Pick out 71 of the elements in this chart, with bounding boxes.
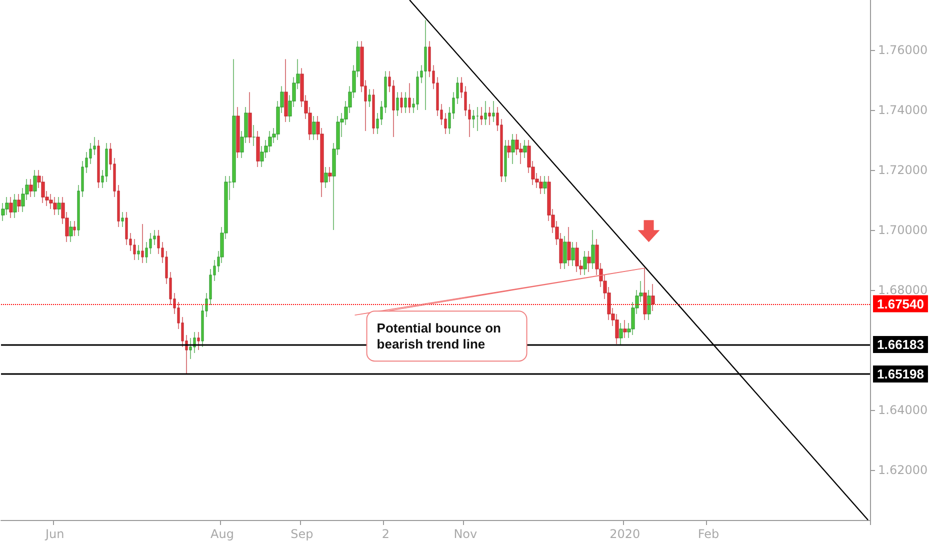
candlestick [587, 250, 591, 272]
y-tick-label: 1.62000 [878, 462, 928, 477]
y-tick-label: 1.74000 [878, 103, 928, 118]
candlestick [372, 88, 375, 134]
candlestick [523, 140, 527, 158]
candlestick [328, 166, 332, 182]
x-tick-label: Aug [210, 527, 234, 541]
candlestick [511, 134, 515, 164]
candlestick [53, 196, 57, 216]
candlestick [492, 100, 495, 122]
y-tick-label: 1.70000 [878, 223, 928, 238]
x-tick-label: Feb [698, 527, 720, 541]
candlestick [424, 20, 427, 110]
candlestick [472, 110, 475, 128]
y-tick-label: 1.64000 [878, 402, 928, 417]
x-tick-label: 2020 [610, 527, 640, 541]
candlestick [619, 322, 623, 345]
candlestick [623, 320, 627, 338]
annotation: Potential bounce on bearish trend line [376, 320, 502, 352]
candlestick [400, 92, 403, 114]
x-tick-label: Jun [44, 527, 64, 541]
candlestick [591, 230, 595, 270]
y-tick-label: 1.72000 [878, 163, 928, 178]
candlestick [507, 140, 511, 158]
candlestick [73, 220, 76, 236]
candlestick [197, 332, 200, 350]
candlestick [252, 124, 256, 146]
candlestick [69, 220, 73, 242]
ref-line-label: 1.66183 [877, 336, 924, 352]
x-tick-label: Nov [454, 527, 478, 541]
y-tick-label: 1.76000 [878, 43, 928, 58]
candlestick [543, 176, 547, 194]
x-tick-label: 2 [382, 527, 390, 541]
candlestick [539, 176, 543, 194]
ref-line-label: 1.67540 [877, 296, 924, 312]
candlestick [29, 178, 33, 198]
candlestick [647, 290, 651, 320]
candlestick [643, 268, 647, 320]
candlestick [57, 196, 61, 216]
candlestick [651, 284, 655, 312]
y-tick-label: 1.68000 [878, 282, 928, 297]
candlestick [141, 224, 144, 264]
candlestick [504, 140, 507, 182]
candlestick [404, 92, 407, 114]
candlestick [563, 236, 567, 270]
candlestick [484, 100, 487, 126]
candlestick [368, 88, 371, 108]
candlestick [9, 196, 13, 218]
ref-line-label: 1.65198 [877, 366, 924, 382]
candlestick [480, 106, 483, 126]
candlestick [408, 82, 411, 114]
candlestick [13, 194, 17, 218]
candlestick [571, 242, 575, 266]
candlestick [324, 166, 328, 188]
candlestick [583, 250, 587, 276]
candlestick [488, 106, 491, 126]
candlestick [17, 194, 21, 212]
candlestick [284, 58, 288, 122]
candlestick [575, 242, 579, 272]
candlestick [476, 106, 479, 132]
candlestick [256, 130, 260, 168]
candlestick [567, 226, 571, 266]
x-tick-label: Sep [290, 527, 314, 541]
candlestick [248, 92, 252, 144]
candlestick [121, 212, 124, 228]
candlestick [236, 106, 240, 158]
candlestick [396, 92, 399, 116]
candlestick [33, 170, 37, 198]
candlestick [137, 244, 140, 260]
candlestick [312, 116, 316, 140]
candlestick [97, 140, 100, 188]
